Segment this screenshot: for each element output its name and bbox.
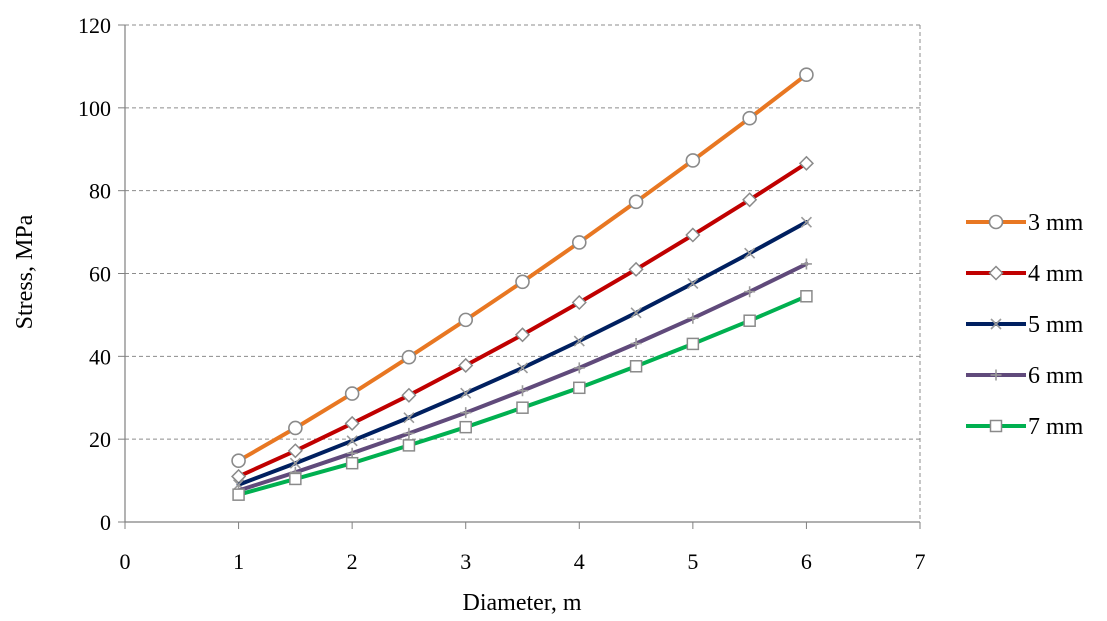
- marker-point: [403, 427, 415, 439]
- y-tick-label: 0: [100, 510, 111, 535]
- marker-point: [346, 435, 358, 447]
- marker-point: [743, 314, 756, 327]
- marker-point: [799, 67, 814, 82]
- marker-point: [344, 415, 360, 431]
- marker-point: [515, 274, 530, 290]
- marker-point: [289, 457, 301, 469]
- marker-point: [628, 194, 644, 210]
- x-tick-label: 1: [233, 549, 244, 574]
- marker-point: [516, 362, 529, 374]
- series-6-mm: [233, 258, 812, 497]
- legend-item: 7 mm: [966, 414, 1084, 440]
- y-tick-label: 120: [78, 13, 111, 38]
- y-tick-label: 20: [89, 427, 111, 452]
- marker-point: [744, 247, 756, 259]
- marker-point: [346, 447, 358, 459]
- y-tick-label: 80: [89, 179, 111, 204]
- marker-point: [571, 294, 587, 311]
- series-5-mm: [233, 216, 812, 491]
- legend-item: 4 mm: [966, 261, 1084, 287]
- marker-point: [287, 443, 303, 459]
- marker-point: [628, 261, 644, 277]
- marker-point: [685, 153, 701, 168]
- marker-point: [800, 258, 812, 270]
- marker-point: [629, 360, 643, 373]
- series-lines: [231, 67, 814, 501]
- y-tick-label: 100: [78, 96, 111, 121]
- marker-point: [288, 420, 303, 436]
- legend-label: 7 mm: [1028, 414, 1084, 440]
- legend-item: 3 mm: [966, 210, 1084, 236]
- marker-point: [517, 385, 528, 397]
- marker-point: [460, 387, 472, 399]
- legend-label: 4 mm: [1028, 261, 1084, 287]
- series-line: [236, 161, 809, 479]
- marker-point: [460, 407, 472, 419]
- marker-point: [345, 456, 359, 470]
- y-tick-label: 40: [89, 344, 111, 369]
- marker-point: [988, 265, 1004, 281]
- x-tick-label: 6: [801, 549, 812, 574]
- marker-point: [573, 335, 585, 347]
- series-3-mm: [231, 67, 814, 469]
- legend-label: 5 mm: [1028, 312, 1084, 338]
- x-tick-label: 0: [120, 549, 131, 574]
- marker-point: [289, 472, 302, 486]
- legend-item: 6 mm: [966, 363, 1084, 389]
- marker-point: [231, 453, 246, 469]
- marker-point: [458, 357, 474, 374]
- marker-point: [742, 192, 758, 208]
- x-tick-label: 2: [347, 549, 358, 574]
- legend: 3 mm 4 mm 5 mm 6 mm 7 mm: [966, 210, 1084, 440]
- marker-point: [800, 290, 813, 303]
- marker-point: [571, 235, 587, 250]
- marker-point: [685, 227, 701, 243]
- axes: [118, 24, 921, 529]
- x-tick-label: 5: [687, 549, 698, 574]
- y-tick-labels: 0 20 40 60 80 100 120: [78, 13, 111, 535]
- marker-point: [990, 369, 1002, 381]
- x-tick-labels: 0 1 2 3 4 5 6 7: [120, 549, 926, 574]
- series-line: [236, 262, 809, 493]
- marker-point: [573, 381, 586, 395]
- marker-point: [742, 110, 757, 126]
- y-tick-label: 60: [89, 262, 111, 287]
- series-4-mm: [231, 155, 814, 485]
- gridlines: [125, 24, 921, 522]
- legend-label: 6 mm: [1028, 363, 1084, 389]
- marker-point: [401, 349, 417, 365]
- marker-point: [630, 307, 642, 319]
- marker-point: [630, 337, 642, 349]
- marker-point: [516, 401, 529, 414]
- series-line: [236, 220, 809, 487]
- marker-point: [344, 386, 360, 401]
- marker-point: [687, 277, 699, 290]
- marker-point: [687, 312, 699, 324]
- marker-point: [232, 488, 245, 501]
- marker-point: [514, 327, 531, 343]
- marker-point: [402, 439, 416, 452]
- legend-label: 3 mm: [1028, 210, 1084, 236]
- x-axis-label: Diameter, m: [463, 590, 582, 616]
- marker-point: [573, 362, 585, 374]
- marker-point: [744, 286, 756, 298]
- marker-point: [989, 419, 1003, 433]
- marker-point: [401, 387, 417, 403]
- marker-point: [990, 318, 1002, 330]
- marker-point: [800, 216, 812, 228]
- series-7-mm: [232, 290, 813, 501]
- x-tick-label: 7: [915, 549, 926, 574]
- marker-point: [798, 155, 814, 171]
- legend-item: 5 mm: [966, 312, 1084, 338]
- y-axis-label: Stress, MPa: [12, 214, 38, 329]
- marker-point: [988, 214, 1004, 230]
- marker-point: [458, 312, 474, 328]
- x-tick-label: 4: [574, 549, 585, 574]
- marker-point: [403, 412, 415, 424]
- marker-point: [686, 337, 700, 351]
- marker-point: [459, 420, 472, 434]
- x-tick-label: 3: [460, 549, 471, 574]
